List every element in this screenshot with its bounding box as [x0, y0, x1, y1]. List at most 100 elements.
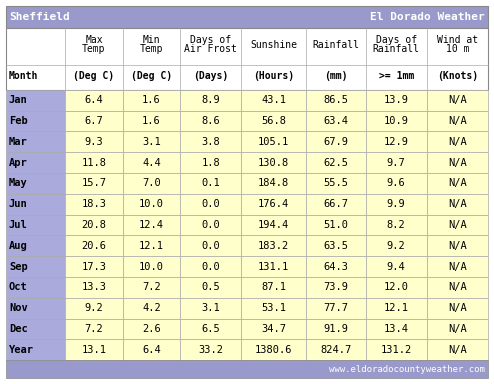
Bar	[180, 277, 241, 298]
Text: 13.4: 13.4	[384, 324, 409, 334]
Text: N/A: N/A	[448, 179, 467, 189]
Text: 0.5: 0.5	[201, 282, 220, 293]
Text: 7.2: 7.2	[84, 324, 103, 334]
Bar	[180, 215, 241, 235]
Text: 12.0: 12.0	[384, 282, 409, 293]
Text: Air Frost: Air Frost	[184, 45, 237, 55]
Text: 67.9: 67.9	[324, 137, 348, 147]
Text: Sheffield: Sheffield	[9, 12, 70, 22]
Bar	[427, 256, 488, 277]
Bar	[65, 131, 123, 152]
Bar	[123, 235, 180, 256]
Text: El Dorado Weather: El Dorado Weather	[370, 12, 485, 22]
Text: 55.5: 55.5	[324, 179, 348, 189]
Bar	[123, 194, 180, 215]
Bar	[180, 319, 241, 339]
Bar	[180, 194, 241, 215]
Text: 20.6: 20.6	[82, 241, 106, 251]
Bar	[427, 319, 488, 339]
Text: N/A: N/A	[448, 282, 467, 293]
Text: 4.4: 4.4	[142, 157, 161, 167]
Text: N/A: N/A	[448, 241, 467, 251]
Bar	[123, 90, 180, 111]
Text: 15.7: 15.7	[82, 179, 106, 189]
Text: www.eldoradocountyweather.com: www.eldoradocountyweather.com	[329, 365, 485, 374]
Text: 63.4: 63.4	[324, 116, 348, 126]
Text: 6.4: 6.4	[142, 345, 161, 355]
Bar	[123, 277, 180, 298]
Text: 86.5: 86.5	[324, 95, 348, 105]
Bar	[366, 256, 427, 277]
Bar	[6, 298, 65, 319]
Bar	[241, 256, 306, 277]
Bar	[6, 339, 65, 360]
Text: Sunshine: Sunshine	[250, 40, 297, 50]
Bar	[180, 339, 241, 360]
Bar	[123, 111, 180, 131]
Bar	[427, 277, 488, 298]
Text: 3.1: 3.1	[142, 137, 161, 147]
Text: 0.0: 0.0	[201, 241, 220, 251]
Text: N/A: N/A	[448, 345, 467, 355]
Bar	[6, 277, 65, 298]
Text: Nov: Nov	[9, 303, 28, 313]
Bar	[306, 111, 366, 131]
Bar	[306, 319, 366, 339]
Text: 9.6: 9.6	[387, 179, 406, 189]
Bar	[6, 256, 65, 277]
Bar	[241, 90, 306, 111]
Text: 91.9: 91.9	[324, 324, 348, 334]
Text: 105.1: 105.1	[258, 137, 289, 147]
Bar	[366, 235, 427, 256]
Bar	[427, 173, 488, 194]
Text: Feb: Feb	[9, 116, 28, 126]
Bar	[427, 152, 488, 173]
Text: Rainfall: Rainfall	[373, 45, 420, 55]
Text: 51.0: 51.0	[324, 220, 348, 230]
Bar	[65, 215, 123, 235]
Bar	[427, 215, 488, 235]
Text: 9.9: 9.9	[387, 199, 406, 209]
Bar	[366, 111, 427, 131]
Text: 9.2: 9.2	[84, 303, 103, 313]
Text: 3.8: 3.8	[201, 137, 220, 147]
Text: 2.6: 2.6	[142, 324, 161, 334]
Text: 1.8: 1.8	[201, 157, 220, 167]
Bar	[6, 6, 488, 28]
Text: N/A: N/A	[448, 324, 467, 334]
Text: 53.1: 53.1	[261, 303, 287, 313]
Text: N/A: N/A	[448, 199, 467, 209]
Text: Mar: Mar	[9, 137, 28, 147]
Text: 6.7: 6.7	[84, 116, 103, 126]
Bar	[241, 319, 306, 339]
Text: Year: Year	[9, 345, 34, 355]
Bar	[306, 277, 366, 298]
Bar	[6, 194, 65, 215]
Text: 8.6: 8.6	[201, 116, 220, 126]
Text: 130.8: 130.8	[258, 157, 289, 167]
Bar	[6, 235, 65, 256]
Text: 131.2: 131.2	[380, 345, 412, 355]
Text: 7.2: 7.2	[142, 282, 161, 293]
Bar	[180, 90, 241, 111]
Bar	[427, 194, 488, 215]
Bar	[65, 111, 123, 131]
Bar	[123, 152, 180, 173]
Bar	[65, 173, 123, 194]
Text: (mm): (mm)	[324, 71, 348, 81]
Bar	[123, 215, 180, 235]
Text: (Hours): (Hours)	[253, 71, 294, 81]
Text: (Deg C): (Deg C)	[74, 71, 115, 81]
Text: 64.3: 64.3	[324, 262, 348, 271]
Bar	[65, 339, 123, 360]
Text: 6.5: 6.5	[201, 324, 220, 334]
Text: 9.3: 9.3	[84, 137, 103, 147]
Bar	[65, 90, 123, 111]
Text: 8.9: 8.9	[201, 95, 220, 105]
Bar	[366, 173, 427, 194]
Bar	[306, 235, 366, 256]
Bar	[180, 173, 241, 194]
Bar	[6, 111, 65, 131]
Bar	[241, 194, 306, 215]
Bar	[241, 111, 306, 131]
